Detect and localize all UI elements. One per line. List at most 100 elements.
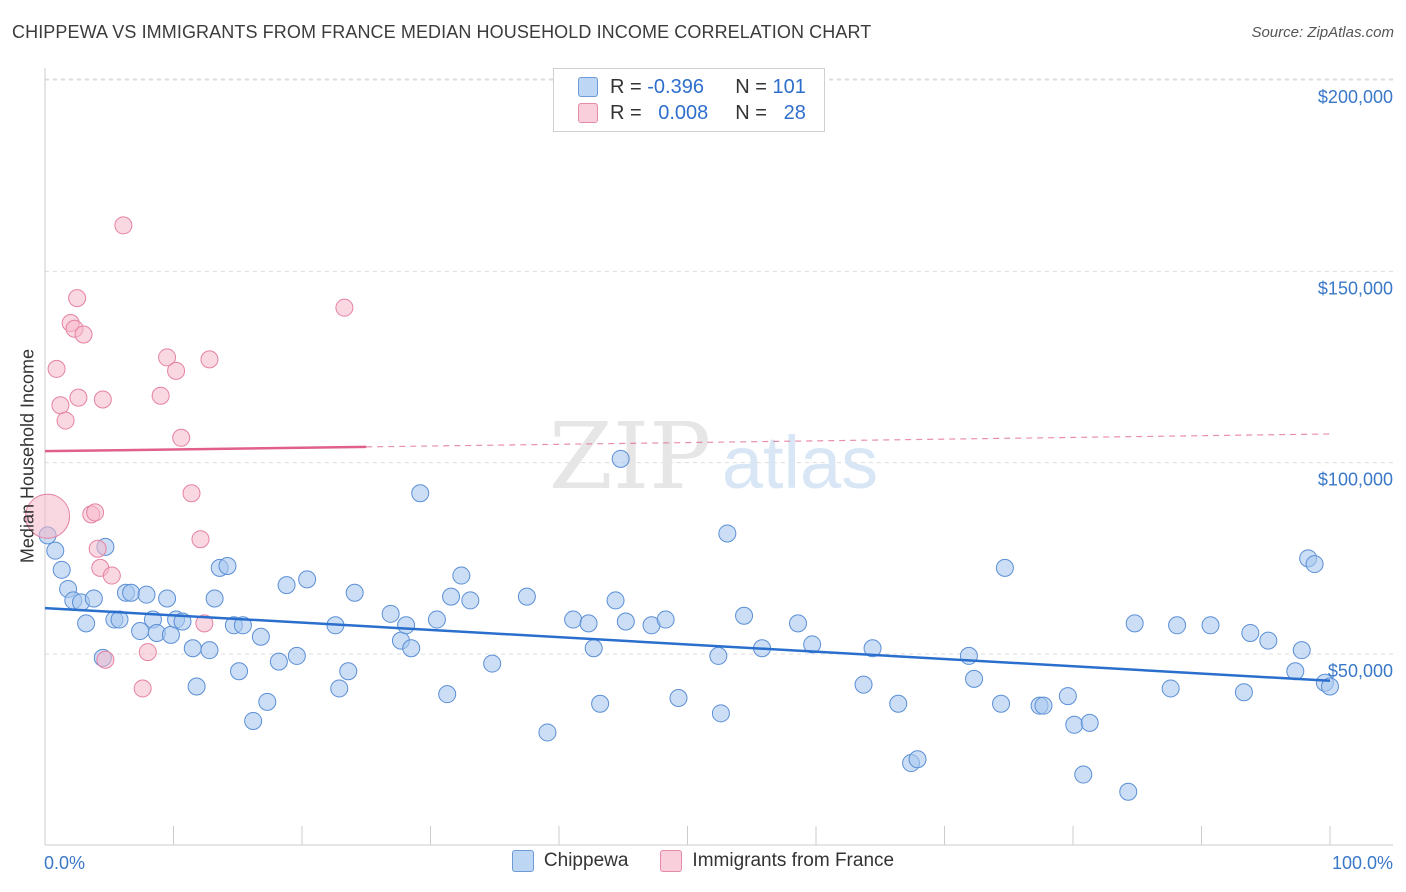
x-tick-label: 0.0% (44, 853, 85, 873)
chippewa-point (669, 689, 688, 708)
chippewa-point (1286, 662, 1305, 681)
chippewa-point (1201, 616, 1220, 635)
france-point (51, 396, 70, 415)
chippewa-point (591, 694, 610, 713)
chippewa-point (52, 560, 71, 579)
tick-labels: $50,000 $100,000 $150,000 $200,000 0.0% 100.0… (44, 87, 1393, 873)
chippewa-point (889, 694, 908, 713)
chippewa-point (1080, 713, 1099, 732)
legend-n-value: 28 (783, 101, 806, 124)
legend-r-value: -0.396 (647, 75, 704, 98)
chippewa-point (158, 589, 177, 608)
y-tick-label: $50,000 (1328, 661, 1393, 681)
chippewa-point (656, 610, 675, 629)
france-point (138, 643, 157, 662)
chippewa-point (789, 614, 808, 633)
chippewa-point (205, 589, 224, 608)
chippewa-point (711, 704, 730, 723)
chippewa-point (854, 675, 873, 694)
france-trend-line-solid (44, 445, 367, 453)
chippewa-point (908, 750, 927, 769)
series-legend-france: Immigrants from France (660, 850, 894, 872)
france-point (86, 503, 105, 522)
chippewa-point (442, 587, 461, 606)
chippewa-point (452, 566, 471, 585)
chippewa-point (1058, 687, 1077, 706)
axes (44, 68, 1393, 846)
france-point (133, 679, 152, 698)
france-point (191, 530, 210, 549)
chippewa-point (1305, 555, 1324, 574)
y-tick-label: $150,000 (1318, 278, 1393, 298)
chippewa-point (483, 654, 502, 673)
legend-r-label: R = (610, 101, 642, 124)
chippewa-points (38, 449, 1339, 801)
chippewa-point (709, 646, 728, 665)
legend-n-value: 101 (772, 75, 806, 98)
chippewa-point (1234, 683, 1253, 702)
chippewa-point (397, 616, 416, 635)
france-point (96, 650, 115, 669)
france-point (93, 390, 112, 409)
chippewa-point (579, 614, 598, 633)
legend-row-france: R = 0.008 N = 28 (578, 100, 806, 126)
chippewa-point (1125, 614, 1144, 633)
chippewa-point (269, 652, 288, 671)
france-point (172, 428, 191, 447)
chippewa-point (606, 591, 625, 610)
chippewa-point (611, 449, 630, 468)
chippewa-point (1161, 679, 1180, 698)
legend-n-label: N = (735, 101, 767, 124)
chippewa-point (77, 614, 96, 633)
chippewa-point (46, 541, 65, 560)
chippewa-point (411, 484, 430, 503)
chippewa-point (402, 639, 421, 658)
chippewa-point (995, 558, 1014, 577)
chippewa-point (863, 639, 882, 658)
chippewa-point (718, 524, 737, 543)
chippewa-point (461, 591, 480, 610)
chippewa-point (298, 570, 317, 589)
series-name-chippewa: Chippewa (543, 850, 629, 871)
trend-lines (44, 433, 1331, 683)
france-point (47, 359, 66, 378)
chippewa-point (287, 646, 306, 665)
chippewa-trend-line (44, 606, 1331, 683)
y-tick-label: $100,000 (1318, 470, 1393, 490)
source-label: Source: ZipAtlas.com (1251, 24, 1394, 41)
chippewa-point (200, 641, 219, 660)
chippewa-point (161, 625, 180, 644)
stats-legend: R = -0.396 N = 101 R = 0.008 N = 28 (553, 68, 825, 132)
chippewa-point (517, 587, 536, 606)
chart-title: CHIPPEWA VS IMMIGRANTS FROM FRANCE MEDIA… (12, 22, 872, 42)
watermark-atlas: atlas (722, 421, 878, 504)
france-point (68, 289, 87, 308)
chippewa-point (187, 677, 206, 696)
chippewa-point (735, 606, 754, 625)
chippewa-point (803, 635, 822, 654)
france-point (25, 493, 71, 539)
legend-r-label: R = (610, 75, 642, 98)
chippewa-point (1119, 782, 1138, 801)
chippewa-point (1034, 696, 1053, 715)
chippewa-point (438, 685, 457, 704)
chippewa-point (1168, 616, 1187, 635)
series-legend: Chippewa Immigrants from France (0, 850, 1406, 872)
x-tick-label: 100.0% (1332, 853, 1393, 873)
legend-swatch-blue (578, 77, 598, 97)
france-point (182, 484, 201, 503)
france-point (114, 216, 133, 235)
chippewa-point (218, 556, 237, 575)
chippewa-point (1259, 631, 1278, 650)
chippewa-point (381, 604, 400, 623)
france-point (158, 348, 177, 367)
france-point (151, 386, 170, 405)
chippewa-point (183, 639, 202, 658)
y-axis-label: Median Household Income (17, 348, 38, 564)
chippewa-point (345, 583, 364, 602)
chippewa-point (84, 589, 103, 608)
chippewa-point (230, 662, 249, 681)
chippewa-point (616, 612, 635, 631)
chippewa-point (584, 639, 603, 658)
chippewa-point (1321, 677, 1339, 696)
